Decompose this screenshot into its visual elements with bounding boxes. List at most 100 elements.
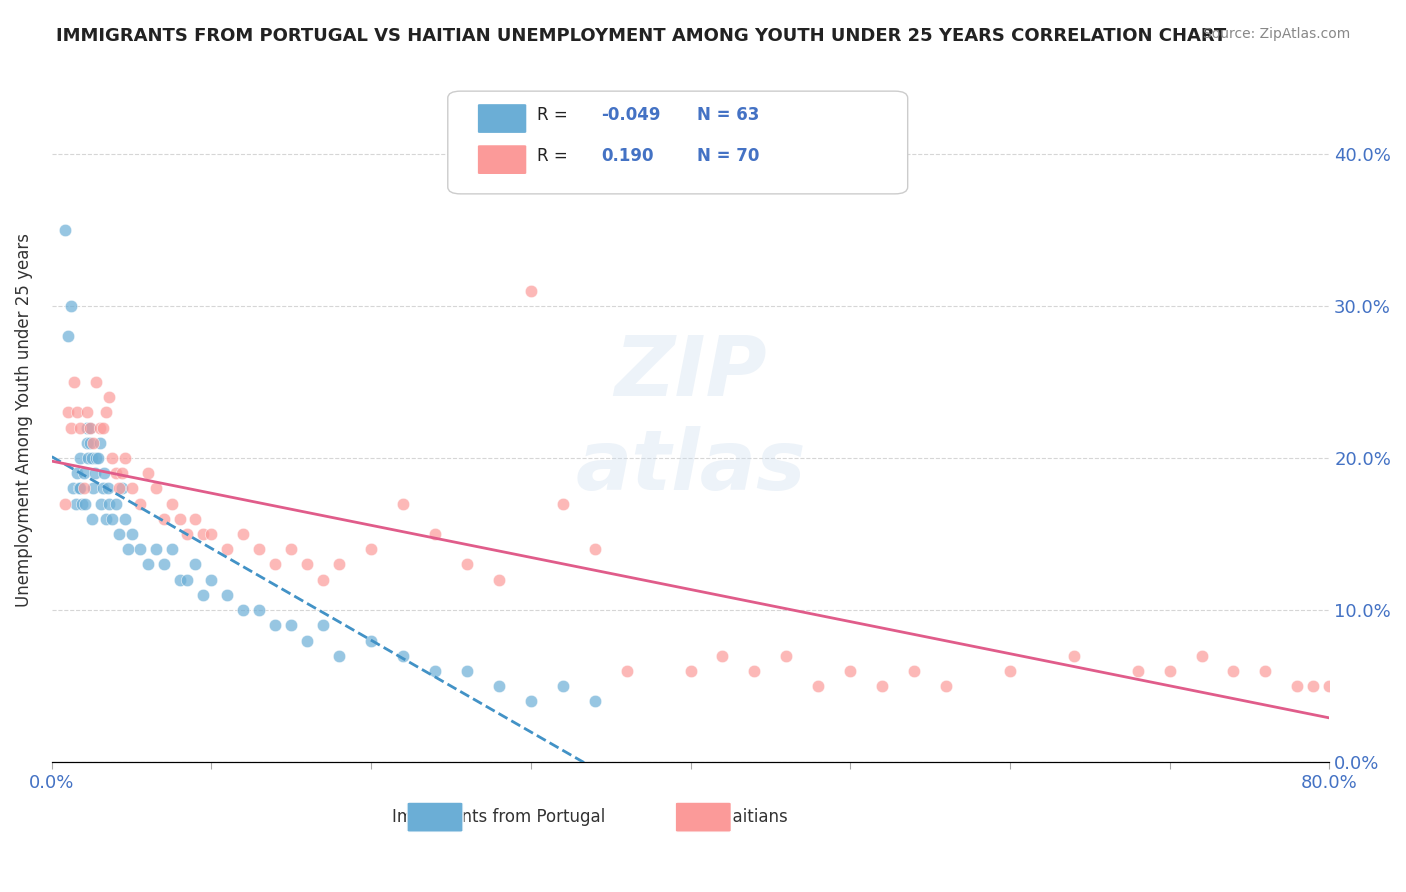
Point: [280, 618, 302, 632]
FancyBboxPatch shape: [406, 802, 463, 832]
Point: [169, 573, 191, 587]
Point: [1302, 679, 1324, 693]
Point: [200, 527, 222, 541]
Point: [73, 482, 96, 496]
Point: [1222, 664, 1244, 678]
Y-axis label: Unemployment Among Youth under 25 years: Unemployment Among Youth under 25 years: [15, 233, 32, 607]
Point: [679, 664, 702, 678]
Point: [121, 527, 143, 541]
Point: [117, 542, 139, 557]
Text: R =: R =: [537, 147, 574, 165]
Point: [76, 435, 98, 450]
Point: [82, 435, 104, 450]
Text: Immigrants from Portugal: Immigrants from Portugal: [392, 808, 606, 826]
Point: [264, 558, 287, 572]
Point: [711, 648, 734, 663]
Point: [59, 299, 82, 313]
Point: [111, 466, 134, 480]
Point: [104, 497, 127, 511]
Point: [903, 664, 925, 678]
Point: [152, 512, 174, 526]
Point: [1126, 664, 1149, 678]
Point: [360, 542, 382, 557]
Point: [79, 435, 101, 450]
Point: [145, 482, 167, 496]
Point: [217, 542, 239, 557]
FancyBboxPatch shape: [477, 145, 527, 175]
Point: [1350, 679, 1372, 693]
Point: [108, 527, 131, 541]
Point: [62, 482, 84, 496]
Point: [101, 512, 124, 526]
Point: [297, 558, 319, 572]
Point: [1365, 679, 1388, 693]
Text: IMMIGRANTS FROM PORTUGAL VS HAITIAN UNEMPLOYMENT AMONG YOUTH UNDER 25 YEARS CORR: IMMIGRANTS FROM PORTUGAL VS HAITIAN UNEM…: [56, 27, 1226, 45]
Point: [136, 466, 159, 480]
Point: [56, 405, 79, 419]
Point: [77, 450, 100, 465]
Text: Source: ZipAtlas.com: Source: ZipAtlas.com: [1202, 27, 1350, 41]
Point: [551, 497, 574, 511]
Point: [328, 648, 350, 663]
Point: [93, 466, 115, 480]
Point: [247, 542, 270, 557]
Point: [169, 512, 191, 526]
Point: [160, 497, 183, 511]
Point: [312, 573, 335, 587]
Text: ZIP
atlas: ZIP atlas: [575, 333, 806, 508]
Point: [152, 558, 174, 572]
Point: [91, 482, 114, 496]
Point: [83, 466, 105, 480]
Point: [75, 497, 97, 511]
FancyBboxPatch shape: [447, 91, 908, 194]
FancyBboxPatch shape: [675, 802, 731, 832]
Point: [583, 694, 606, 708]
Text: R =: R =: [537, 106, 574, 124]
Point: [128, 542, 150, 557]
Point: [775, 648, 797, 663]
Point: [66, 466, 89, 480]
Point: [65, 497, 87, 511]
Point: [1191, 648, 1213, 663]
Text: 0.190: 0.190: [602, 147, 654, 165]
Point: [392, 497, 415, 511]
Point: [807, 679, 830, 693]
Point: [104, 466, 127, 480]
Point: [86, 375, 108, 389]
Point: [184, 558, 207, 572]
Point: [89, 420, 111, 434]
Point: [94, 405, 117, 419]
Point: [312, 618, 335, 632]
Point: [80, 512, 103, 526]
Text: N = 63: N = 63: [697, 106, 759, 124]
Point: [136, 558, 159, 572]
Point: [91, 420, 114, 434]
Point: [145, 542, 167, 557]
Point: [870, 679, 893, 693]
Point: [247, 603, 270, 617]
Point: [63, 375, 86, 389]
Point: [232, 603, 254, 617]
Point: [280, 542, 302, 557]
Text: Haitians: Haitians: [720, 808, 789, 826]
Point: [89, 435, 111, 450]
Point: [79, 420, 101, 434]
Point: [1063, 648, 1085, 663]
Point: [176, 573, 198, 587]
Point: [193, 527, 215, 541]
Point: [392, 648, 415, 663]
Point: [121, 482, 143, 496]
Point: [98, 390, 121, 404]
Point: [1317, 679, 1340, 693]
Point: [328, 558, 350, 572]
Point: [53, 497, 76, 511]
Point: [76, 420, 98, 434]
Point: [456, 558, 478, 572]
Point: [1334, 679, 1357, 693]
Point: [114, 450, 136, 465]
Point: [66, 405, 89, 419]
Text: -0.049: -0.049: [602, 106, 661, 124]
Point: [360, 633, 382, 648]
Point: [583, 542, 606, 557]
Point: [193, 588, 215, 602]
